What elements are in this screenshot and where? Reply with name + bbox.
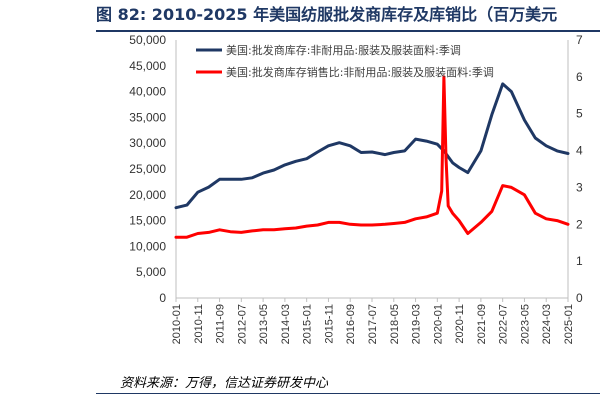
x-tick-label: 2015-11 (323, 304, 335, 344)
x-tick-label: 2016-09 (345, 304, 357, 344)
y-left-tick-label: 10,000 (129, 239, 166, 253)
legend-label: 美国:批发商库存:非耐用品:服装及服装面料:季调 (226, 43, 461, 57)
y-right-tick-label: 5 (576, 107, 583, 121)
x-tick-label: 2010-11 (193, 304, 205, 344)
y-left-tick-label: 15,000 (129, 214, 166, 228)
inventory-line (174, 82, 570, 210)
x-tick-label: 2011-09 (215, 304, 227, 344)
x-tick-label: 2020-01 (432, 304, 444, 344)
x-tick-label: 2022-07 (498, 304, 510, 344)
y-right-tick-label: 1 (576, 254, 583, 268)
x-tick-label: 2017-07 (367, 304, 379, 344)
y-left-tick-label: 0 (159, 291, 166, 305)
x-tick-label: 2023-05 (519, 304, 531, 344)
x-tick-label: 2014-03 (280, 304, 292, 344)
y-left-tick-label: 5,000 (136, 265, 166, 279)
x-tick-label: 2019-03 (411, 304, 423, 344)
y-right-tick-label: 6 (576, 70, 583, 84)
x-tick-label: 2018-05 (389, 304, 401, 344)
y-left-tick-label: 35,000 (129, 110, 166, 124)
y-right-tick-label: 0 (576, 291, 583, 305)
y-left-tick-label: 50,000 (129, 33, 166, 47)
y-left-tick-label: 45,000 (129, 59, 166, 73)
figure-title: 图 82: 2010-2025 年美国纺服批发商库存及库销比（百万美元 (96, 5, 558, 24)
y-right-tick-label: 7 (576, 33, 583, 47)
x-tick-label: 2013-05 (258, 304, 270, 344)
x-tick-label: 2021-09 (476, 304, 488, 344)
axes: 0 5,000 10,000 15,000 20,000 25,000 30,000 35,0… (129, 33, 583, 344)
y-left-tick-label: 25,000 (129, 162, 166, 176)
y-left-tick-label: 20,000 (129, 188, 166, 202)
source-note: 资料来源：万得，信达证券研发中心 (120, 376, 329, 391)
x-tick-label: 2020-11 (454, 304, 466, 344)
x-tick-label: 2024-03 (541, 304, 553, 344)
x-tick-label: 2010-01 (171, 304, 183, 344)
x-tick-label: 2025-01 (563, 304, 575, 344)
y-right-tick-label: 3 (576, 180, 583, 194)
legend-label: 美国:批发商库存销售比:非耐用品:服装及服装面料:季调 (226, 65, 494, 79)
y-right-tick-label: 4 (576, 144, 583, 158)
series-lines (174, 75, 570, 239)
y-left-tick-label: 40,000 (129, 85, 166, 99)
title-rule (96, 30, 600, 32)
legend: 美国:批发商库存:非耐用品:服装及服装面料:季调美国:批发商库存销售比:非耐用品… (196, 43, 494, 79)
chart: 0 5,000 10,000 15,000 20,000 25,000 30,000 35,0… (129, 33, 583, 344)
x-tick-label: 2012-07 (236, 304, 248, 344)
x-tick-label: 2015-01 (302, 304, 314, 344)
inventory-sales-ratio-line (174, 75, 570, 239)
y-left-tick-label: 30,000 (129, 136, 166, 150)
bottom-rule (96, 393, 600, 394)
y-right-tick-label: 2 (576, 217, 583, 231)
